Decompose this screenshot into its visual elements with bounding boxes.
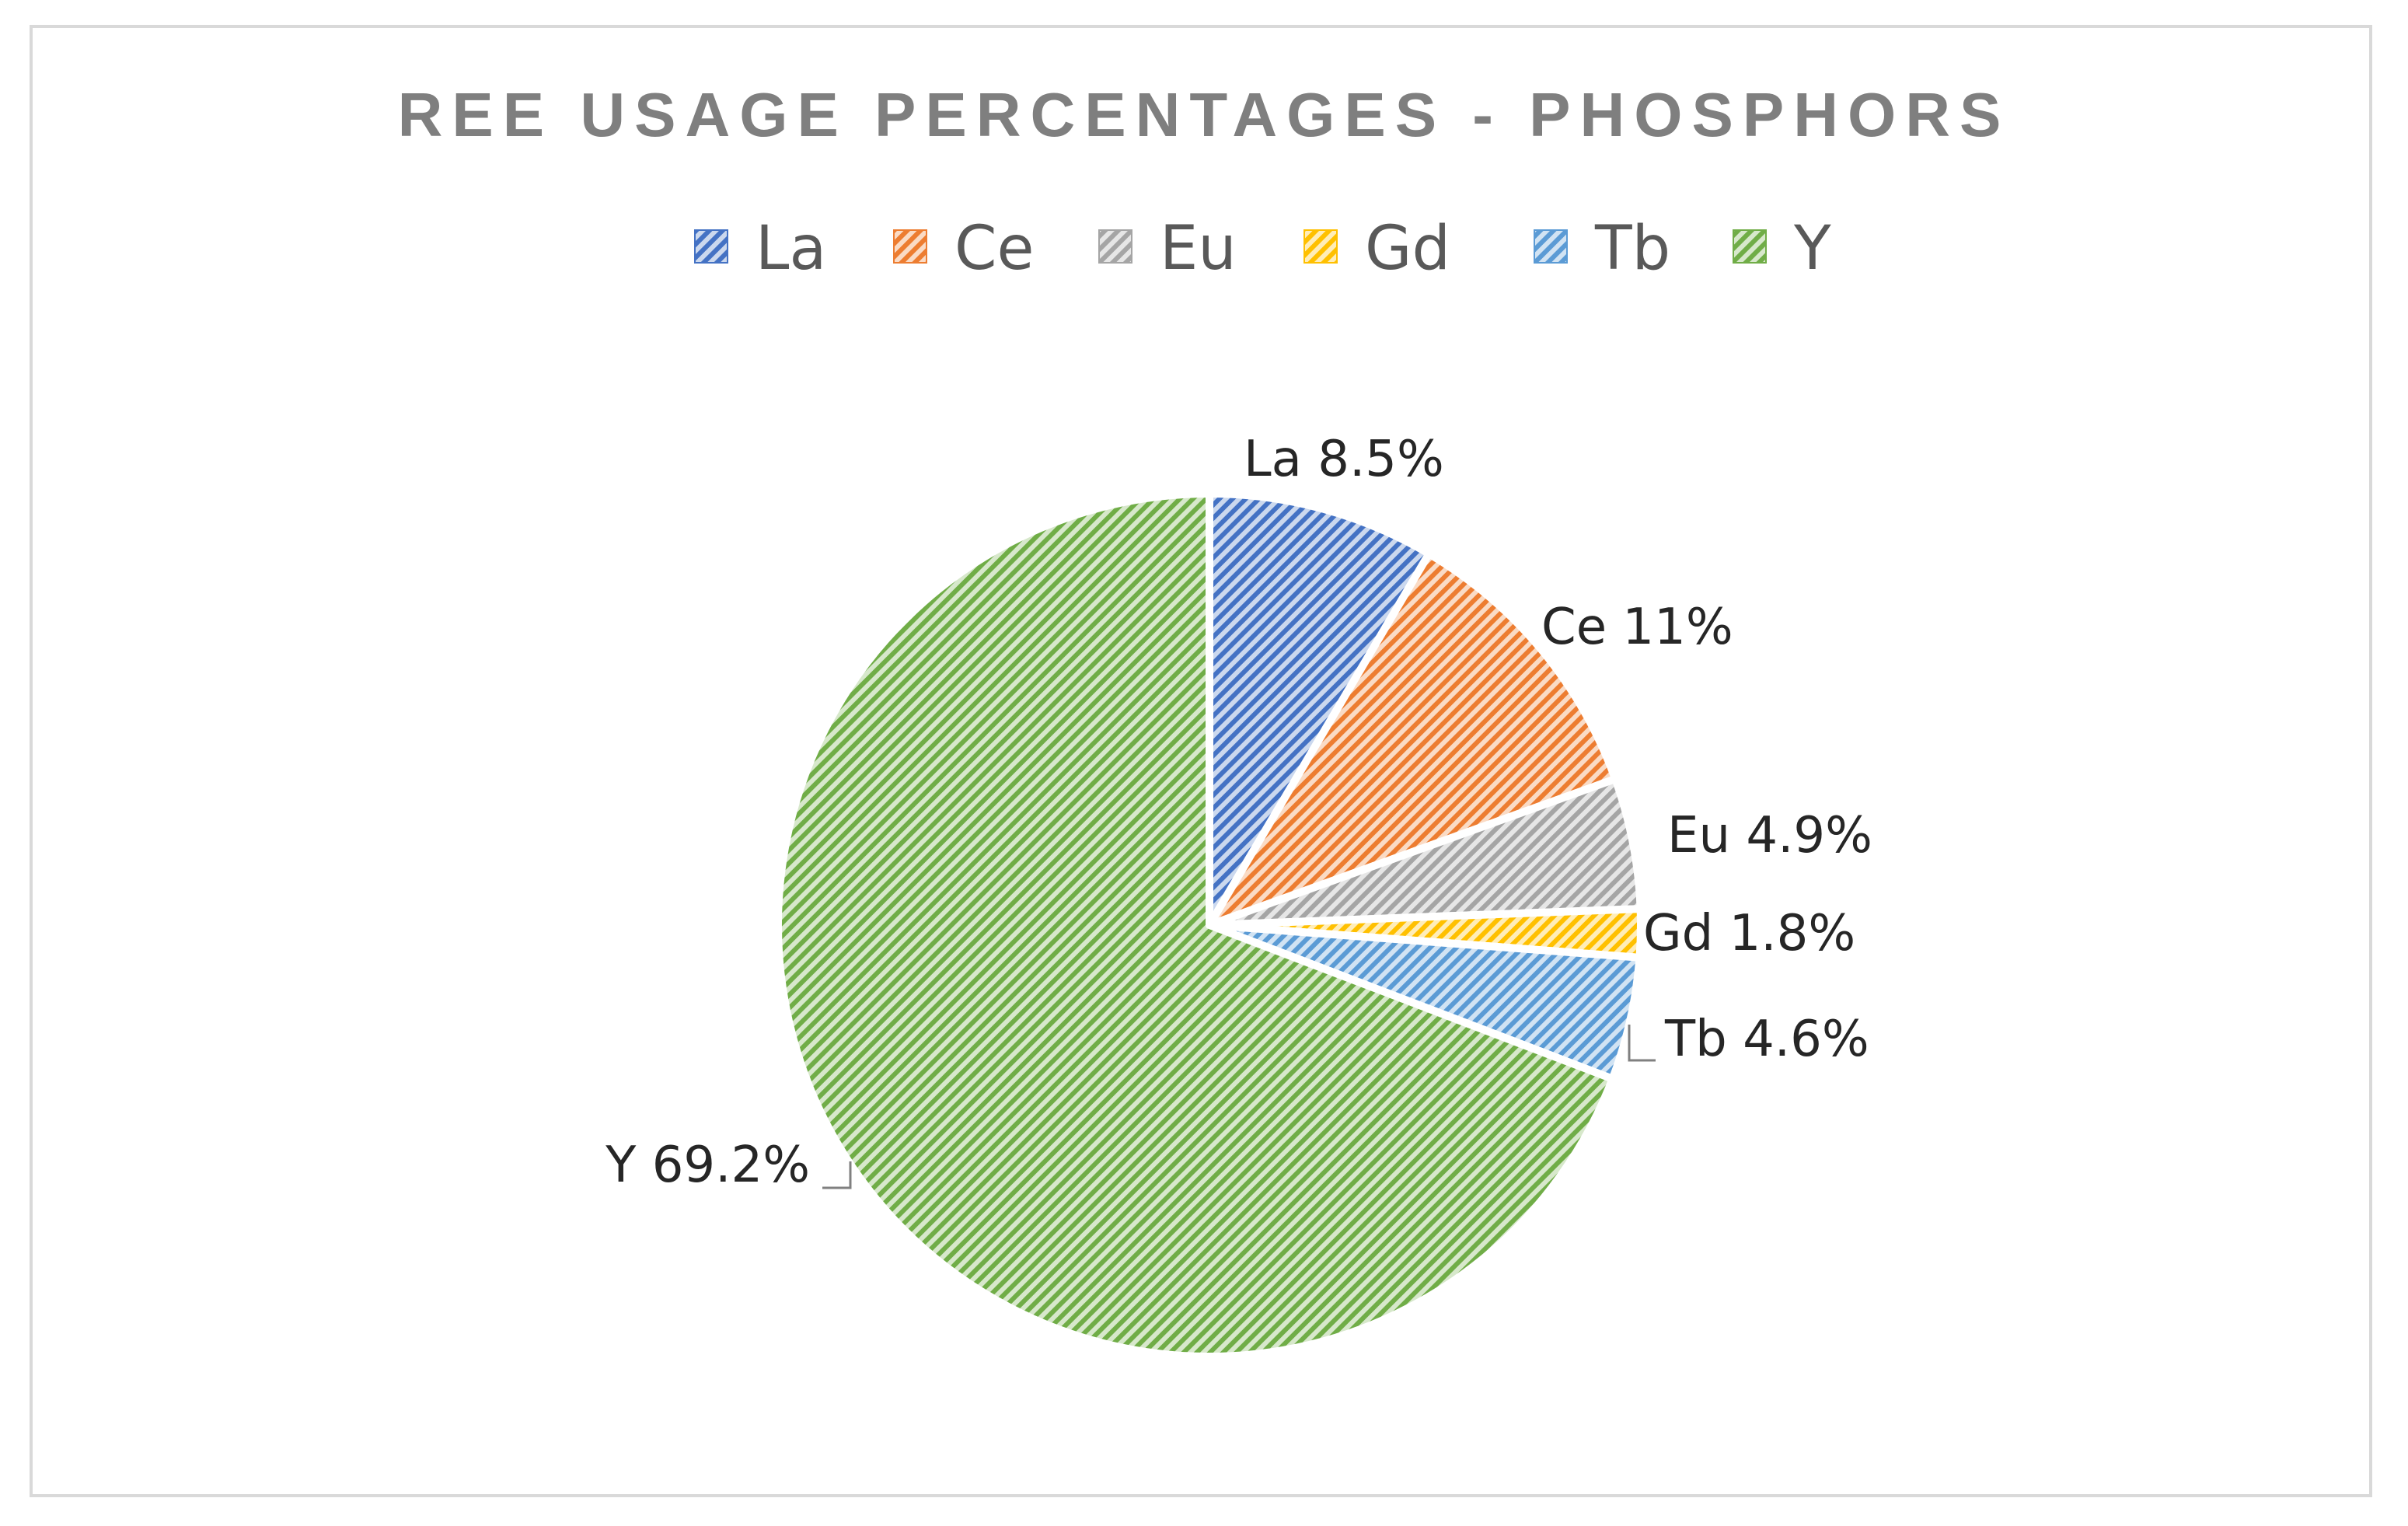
data-label-y: Y 69.2% xyxy=(605,1137,810,1194)
data-label-gd: Gd 1.8% xyxy=(1643,905,1855,962)
data-label-ce: Ce 11% xyxy=(1541,599,1733,656)
legend-item-tb: Tb xyxy=(1534,214,1670,284)
legend-item-y: Y xyxy=(1733,214,1831,284)
legend-swatch-y xyxy=(1733,229,1767,264)
slice-ce xyxy=(1206,550,1620,929)
data-label-eu: Eu 4.9% xyxy=(1667,807,1872,864)
slice-la xyxy=(1206,490,1433,929)
leader-line-tb xyxy=(1628,1025,1656,1062)
legend-swatch-ce xyxy=(893,229,927,264)
legend-swatch-la xyxy=(694,229,728,264)
legend-label-gd: Gd xyxy=(1365,214,1450,284)
legend-swatch-gd xyxy=(1303,229,1338,264)
legend-label-la: La xyxy=(756,214,826,284)
legend-item-ce: Ce xyxy=(893,214,1034,284)
data-label-la: La 8.5% xyxy=(1244,431,1444,488)
legend-item-gd: Gd xyxy=(1303,214,1450,284)
legend-swatch-tb xyxy=(1534,229,1568,264)
legend-label-eu: Eu xyxy=(1160,214,1237,284)
slice-y xyxy=(774,490,1617,1360)
data-labels: La 8.5% Ce 11% Eu 4.9% Gd 1.8% Tb 4.6% Y 69.2… xyxy=(605,431,1872,1194)
legend: La Ce Eu Gd Tb Y xyxy=(694,214,1831,284)
leader-line-y xyxy=(822,1161,852,1189)
legend-item-la: La xyxy=(694,214,826,284)
legend-label-ce: Ce xyxy=(954,214,1034,284)
legend-item-eu: Eu xyxy=(1098,214,1237,284)
pie-slices xyxy=(774,490,1645,1360)
data-label-tb: Tb 4.6% xyxy=(1664,1011,1869,1068)
leader-lines xyxy=(822,1025,1656,1189)
legend-label-y: Y xyxy=(1793,214,1831,284)
chart-title: REE USAGE PERCENTAGES - PHOSPHORS xyxy=(398,80,2011,149)
legend-swatch-eu xyxy=(1098,229,1132,264)
legend-label-tb: Tb xyxy=(1594,214,1670,284)
